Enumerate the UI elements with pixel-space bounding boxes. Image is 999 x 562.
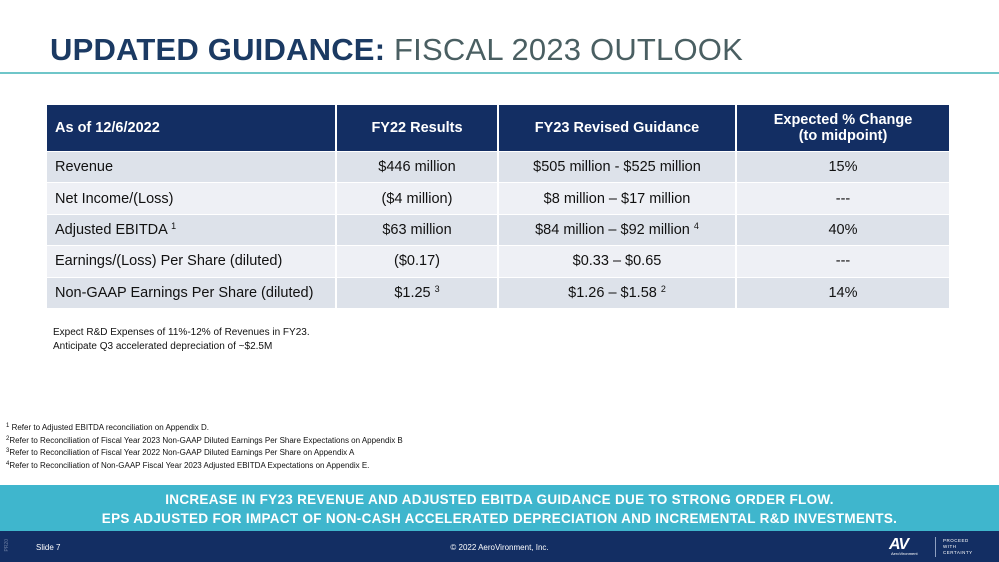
change-value: --- bbox=[737, 245, 949, 277]
footnotes: 1 Refer to Adjusted EBITDA reconciliatio… bbox=[6, 421, 403, 471]
footnote-ref: 1 bbox=[171, 221, 177, 232]
change-value: 40% bbox=[737, 213, 949, 246]
header-fy22: FY22 Results bbox=[337, 105, 499, 151]
fy23-value: $0.33 – $0.65 bbox=[499, 245, 737, 277]
footnote-ref: 2 bbox=[660, 284, 666, 295]
note-line: Anticipate Q3 accelerated depreciation o… bbox=[53, 341, 273, 352]
fy22-value: $63 million bbox=[337, 213, 499, 246]
row-label: Earnings/(Loss) Per Share (diluted) bbox=[47, 245, 337, 277]
fy23-value: $1.26 – $1.58 bbox=[568, 285, 657, 302]
logo-wordmark: AeroVironment bbox=[891, 551, 918, 556]
header-change-line2: (to midpoint) bbox=[798, 128, 888, 144]
title-bold: UPDATED GUIDANCE: bbox=[50, 32, 386, 67]
change-value: --- bbox=[737, 182, 949, 214]
row-label: Revenue bbox=[47, 151, 337, 183]
change-value: 14% bbox=[737, 276, 949, 308]
footnote-text: Refer to Reconciliation of Fiscal Year 2… bbox=[9, 435, 403, 445]
footnote-number: 3 bbox=[6, 448, 10, 454]
tagline-line: PROCEED bbox=[943, 538, 969, 543]
title-light: FISCAL 2023 OUTLOOK bbox=[394, 32, 743, 67]
header-as-of: As of 12/6/2022 bbox=[47, 105, 337, 151]
footnote: 4Refer to Reconciliation of Non-GAAP Fis… bbox=[6, 459, 403, 472]
table-row: Earnings/(Loss) Per Share (diluted) ($0.… bbox=[47, 245, 949, 277]
header-change-line1: Expected % Change bbox=[773, 112, 913, 128]
fy22-value: ($4 million) bbox=[337, 182, 499, 214]
slide-number: Slide 7 bbox=[36, 543, 61, 552]
fy22-value: $446 million bbox=[337, 151, 499, 183]
title-divider bbox=[0, 72, 999, 74]
key-message-banner: INCREASE IN FY23 REVENUE AND ADJUSTED EB… bbox=[0, 485, 999, 531]
banner-line: EPS ADJUSTED FOR IMPACT OF NON-CASH ACCE… bbox=[101, 511, 898, 526]
footnote-ref: 4 bbox=[693, 221, 699, 232]
slide-footer: PR20 Slide 7 © 2022 AeroVironment, Inc. … bbox=[0, 531, 999, 562]
footnote: 3Refer to Reconciliation of Fiscal Year … bbox=[6, 446, 403, 459]
table-row: Adjusted EBITDA 1 $63 million $84 millio… bbox=[47, 213, 949, 246]
row-label-cell: Adjusted EBITDA 1 bbox=[47, 213, 337, 246]
banner-line: INCREASE IN FY23 REVENUE AND ADJUSTED EB… bbox=[165, 492, 834, 507]
fy23-value: $8 million – $17 million bbox=[499, 182, 737, 214]
guidance-notes: Expect R&D Expenses of 11%-12% of Revenu… bbox=[53, 326, 310, 354]
fy23-value-cell: $84 million – $92 million 4 bbox=[499, 213, 737, 246]
tagline-line: CERTAINTY bbox=[943, 550, 973, 555]
footnote-text: Refer to Reconciliation of Fiscal Year 2… bbox=[9, 448, 355, 457]
logo-tagline: PROCEED WITH CERTAINTY bbox=[943, 538, 973, 556]
header-fy23: FY23 Revised Guidance bbox=[499, 105, 737, 151]
footnote-ref: 3 bbox=[434, 284, 440, 295]
table-row: Non-GAAP Earnings Per Share (diluted) $1… bbox=[47, 276, 949, 308]
logo-mark: AV bbox=[889, 536, 909, 553]
row-label: Adjusted EBITDA bbox=[55, 222, 168, 239]
row-label: Net Income/(Loss) bbox=[47, 182, 337, 214]
row-label: Non-GAAP Earnings Per Share (diluted) bbox=[47, 276, 337, 308]
page-title: UPDATED GUIDANCE: FISCAL 2023 OUTLOOK bbox=[50, 32, 743, 68]
table-row: Net Income/(Loss) ($4 million) $8 millio… bbox=[47, 182, 949, 214]
fy23-value: $505 million - $525 million bbox=[499, 151, 737, 183]
footnote-number: 4 bbox=[6, 460, 10, 467]
table-header-row: As of 12/6/2022 FY22 Results FY23 Revise… bbox=[47, 105, 949, 151]
company-logo: AV AeroVironment PROCEED WITH CERTAINTY bbox=[885, 535, 985, 559]
copyright: © 2022 AeroVironment, Inc. bbox=[450, 543, 549, 552]
footnote-text: Refer to Adjusted EBITDA reconciliation … bbox=[11, 423, 210, 432]
fy22-value-cell: $1.25 3 bbox=[337, 276, 499, 308]
fy22-value: ($0.17) bbox=[337, 245, 499, 277]
logo-divider bbox=[935, 537, 936, 557]
change-value: 15% bbox=[737, 151, 949, 183]
note-line: Expect R&D Expenses of 11%-12% of Revenu… bbox=[53, 327, 310, 338]
header-change: Expected % Change (to midpoint) bbox=[737, 105, 949, 151]
footnote-number: 2 bbox=[6, 435, 10, 442]
footnote-number: 1 bbox=[6, 423, 10, 429]
guidance-table: As of 12/6/2022 FY22 Results FY23 Revise… bbox=[47, 105, 949, 308]
fy23-value: $84 million – $92 million bbox=[535, 222, 690, 239]
table-row: Revenue $446 million $505 million - $525… bbox=[47, 151, 949, 183]
fy22-value: $1.25 bbox=[394, 285, 431, 302]
footnote: 1 Refer to Adjusted EBITDA reconciliatio… bbox=[6, 421, 403, 434]
tagline-line: WITH bbox=[943, 544, 957, 549]
footnote-text: Refer to Reconciliation of Non-GAAP Fisc… bbox=[9, 460, 370, 470]
fy23-value-cell: $1.26 – $1.58 2 bbox=[499, 276, 737, 308]
footnote: 2Refer to Reconciliation of Fiscal Year … bbox=[6, 434, 403, 447]
